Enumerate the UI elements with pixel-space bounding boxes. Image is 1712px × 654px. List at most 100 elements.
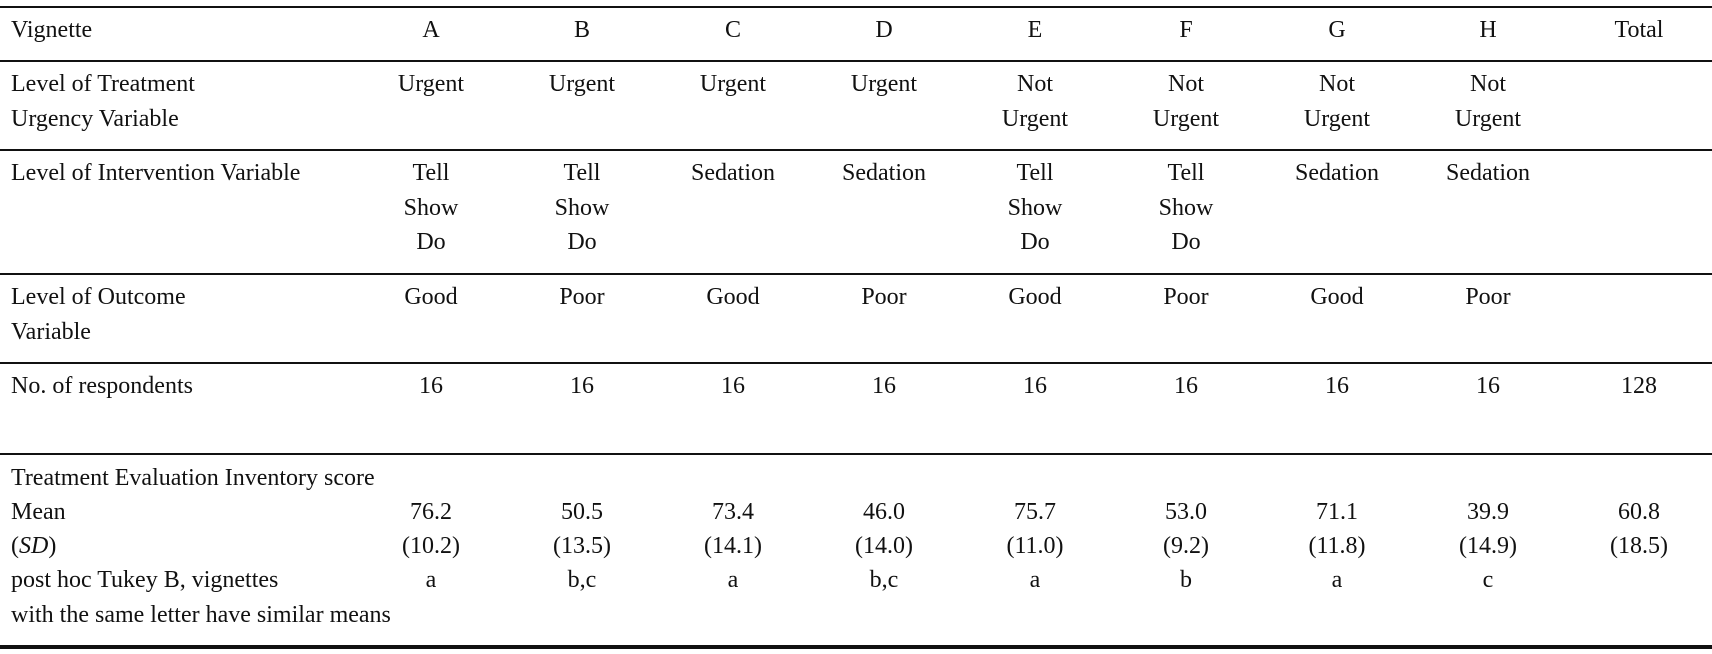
- tukey-cell: a: [425, 567, 437, 593]
- respondents-cell: 16: [1174, 373, 1198, 399]
- outcome-row-cell: Poor: [1163, 284, 1209, 310]
- top-rule: [0, 6, 1712, 8]
- sd-label-close: ): [48, 533, 57, 559]
- row-divider: [0, 273, 1712, 275]
- sd-label: (SD): [11, 529, 56, 564]
- row-divider: [0, 149, 1712, 151]
- outcome-row-cell: Good: [404, 284, 458, 310]
- intervention-row-cell: Do: [416, 229, 446, 255]
- tukey-cell: c: [1482, 567, 1494, 593]
- intervention-row-cell: Tell: [1016, 160, 1054, 186]
- urgency-row-cell: Not: [1319, 71, 1355, 97]
- respondents-cell: 16: [419, 373, 443, 399]
- sd-cell: (9.2): [1163, 533, 1209, 559]
- column-header-a: A: [422, 17, 440, 43]
- mean-cell: 53.0: [1165, 499, 1207, 525]
- row-divider: [0, 362, 1712, 364]
- tukey-cell: a: [1029, 567, 1041, 593]
- intervention-row-cell: Do: [567, 229, 597, 255]
- outcome-row-label: Level of Outcome: [11, 284, 186, 310]
- column-header-d: D: [875, 17, 893, 43]
- outcome-row-cell: Good: [1008, 284, 1062, 310]
- urgency-row-label: Urgency Variable: [11, 105, 179, 132]
- sd-cell: (11.8): [1308, 533, 1366, 559]
- tukey-cell: a: [727, 567, 739, 593]
- tukey-cell: b,c: [869, 567, 899, 593]
- outcome-row-cell: Poor: [861, 284, 907, 310]
- sd-cell: (14.0): [855, 533, 913, 559]
- urgency-row-cell: Urgent: [1303, 105, 1371, 132]
- urgency-row-cell: Urgent: [699, 71, 767, 97]
- tukey-cell: a: [1331, 567, 1343, 593]
- sd-cell: (13.5): [553, 533, 611, 559]
- respondents-cell: 16: [1023, 373, 1047, 399]
- urgency-row-cell: Urgent: [850, 71, 918, 97]
- intervention-row-cell: Sedation: [842, 160, 926, 186]
- intervention-row-cell: Tell: [563, 160, 601, 186]
- respondents-cell: 16: [1325, 373, 1349, 399]
- sd-cell: (11.0): [1006, 533, 1064, 559]
- sd-cell: (14.1): [704, 533, 762, 559]
- urgency-row-cell: Urgent: [397, 71, 465, 97]
- mean-cell: 60.8: [1618, 499, 1660, 525]
- sd-label-abbrev: SD: [19, 533, 49, 559]
- outcome-row-cell: Good: [1310, 284, 1364, 310]
- outcome-row-cell: Good: [706, 284, 760, 310]
- mean-cell: 50.5: [561, 499, 603, 525]
- column-header-g: G: [1328, 17, 1346, 43]
- outcome-row-label: Variable: [11, 318, 91, 345]
- respondents-label: No. of respondents: [11, 373, 193, 399]
- column-header-total: Total: [1614, 17, 1664, 43]
- intervention-row-label: Level of Intervention Variable: [11, 160, 301, 186]
- tei-heading: Treatment Evaluation Inventory score: [11, 465, 375, 491]
- sd-cell: (10.2): [402, 533, 460, 559]
- header-rule: [0, 60, 1712, 62]
- outcome-row-cell: Poor: [1465, 284, 1511, 310]
- intervention-row-cell: Show: [403, 194, 459, 221]
- urgency-row-label: Level of Treatment: [11, 71, 195, 97]
- tukey-cell: b: [1180, 567, 1192, 593]
- column-header-e: E: [1027, 17, 1043, 43]
- intervention-row-cell: Tell: [412, 160, 450, 186]
- intervention-row-cell: Do: [1171, 229, 1201, 255]
- respondents-cell: 16: [570, 373, 594, 399]
- sd-cell: (14.9): [1459, 533, 1517, 559]
- respondents-cell: 16: [872, 373, 896, 399]
- tukey-cell: b,c: [567, 567, 597, 593]
- urgency-row-cell: Not: [1470, 71, 1506, 97]
- urgency-row-cell: Not: [1017, 71, 1053, 97]
- mean-cell: 39.9: [1467, 499, 1509, 525]
- respondents-cell: 128: [1621, 373, 1657, 399]
- urgency-row-cell: Urgent: [1001, 105, 1069, 132]
- intervention-row-cell: Sedation: [1295, 160, 1379, 186]
- column-header-c: C: [724, 17, 741, 43]
- sd-cell: (18.5): [1610, 533, 1668, 559]
- intervention-row-cell: Sedation: [691, 160, 775, 186]
- respondents-cell: 16: [721, 373, 745, 399]
- intervention-row-cell: Sedation: [1446, 160, 1530, 186]
- header-label: Vignette: [11, 17, 93, 43]
- column-header-f: F: [1179, 17, 1193, 43]
- intervention-row-cell: Show: [1007, 194, 1063, 221]
- mean-cell: 46.0: [863, 499, 905, 525]
- urgency-row-cell: Urgent: [1454, 105, 1522, 132]
- column-header-b: B: [573, 17, 590, 43]
- mean-cell: 71.1: [1316, 499, 1358, 525]
- mean-cell: 76.2: [410, 499, 452, 525]
- intervention-row-cell: Show: [554, 194, 610, 221]
- mean-cell: 75.7: [1014, 499, 1056, 525]
- tukey-label: post hoc Tukey B, vignettes: [11, 567, 279, 593]
- outcome-row-cell: Poor: [559, 284, 605, 310]
- bottom-rule: [0, 645, 1712, 649]
- mean-label: Mean: [11, 499, 66, 525]
- column-header-h: H: [1479, 17, 1497, 43]
- intervention-row-cell: Tell: [1167, 160, 1205, 186]
- urgency-row-cell: Not: [1168, 71, 1204, 97]
- row-divider: [0, 453, 1712, 455]
- mean-cell: 73.4: [712, 499, 754, 525]
- tukey-label: with the same letter have similar means: [11, 601, 391, 628]
- respondents-cell: 16: [1476, 373, 1500, 399]
- urgency-row-cell: Urgent: [548, 71, 616, 97]
- sd-label-open: (: [11, 533, 19, 559]
